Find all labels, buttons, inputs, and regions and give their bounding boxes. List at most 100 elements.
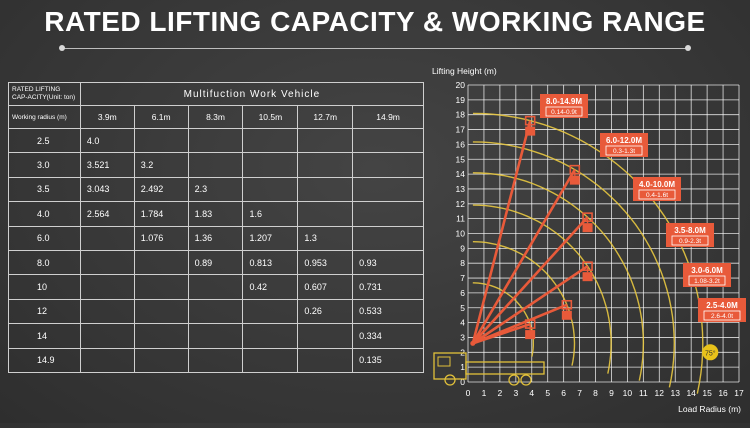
boom-capacity-label: 0.3-1.3t — [613, 148, 635, 155]
boom-length-header: 14.9m — [352, 105, 424, 129]
hook-block — [569, 175, 580, 185]
x-axis-label: Load Radius (m) — [678, 404, 741, 414]
boom-capacity-label: 0.4-1.6t — [646, 192, 668, 199]
boom-length-header: 3.9m — [79, 105, 135, 129]
boom-label: 8.0-14.9M 0.14-0.9t — [540, 94, 588, 118]
table-row: 8.0 0.89 0.813 0.953 0.93 — [8, 249, 424, 276]
boom-reach-label: 8.0-14.9M — [546, 97, 582, 106]
y-tick-label: 18 — [456, 110, 466, 120]
x-tick-label: 10 — [623, 388, 633, 398]
title-divider-dot-right — [685, 45, 691, 51]
capacity-cell — [297, 201, 354, 227]
boom-label: 6.0-12.0M 0.3-1.3t — [600, 133, 648, 157]
capacity-cell: 0.93 — [352, 249, 424, 276]
boom-pivot — [470, 340, 476, 346]
table-row: 6.0 1.076 1.36 1.207 1.3 — [8, 225, 424, 251]
y-tick-label: 15 — [456, 154, 466, 164]
capacity-cell — [133, 298, 189, 325]
y-tick-label: 13 — [456, 184, 466, 194]
x-tick-label: 12 — [655, 388, 665, 398]
capacity-cell — [79, 249, 135, 276]
capacity-cell — [133, 347, 189, 373]
capacity-cell: 2.564 — [79, 201, 135, 227]
boom-length-header: 8.3m — [187, 105, 244, 129]
capacity-cell — [79, 347, 135, 373]
capacity-cell — [187, 323, 244, 349]
boom-length-header: 6.1m — [133, 105, 189, 129]
truck-front-wheel — [444, 374, 456, 386]
hook-block — [525, 330, 536, 340]
capacity-table: RATED LIFTING CAP-ACITY(Unit: ton) Multi… — [8, 82, 425, 373]
boom-capacity-box — [638, 189, 676, 200]
capacity-cell — [187, 152, 244, 178]
y-tick-label: 17 — [456, 125, 466, 135]
working-radius-cell: 6.0 — [8, 225, 81, 251]
x-tick-label: 2 — [498, 388, 503, 398]
y-tick-label: 3 — [460, 332, 465, 342]
x-tick-label: 9 — [609, 388, 614, 398]
boom-tip-marker — [582, 261, 593, 271]
capacity-cell: 0.533 — [352, 298, 424, 325]
capacity-cell — [133, 249, 189, 276]
boom-tip-marker — [524, 319, 536, 329]
capacity-cell: 0.89 — [187, 249, 244, 276]
hook-block — [582, 223, 593, 233]
y-tick-label: 12 — [456, 199, 466, 209]
table-row: 4.0 2.564 1.784 1.83 1.6 — [8, 201, 424, 227]
capacity-cell — [79, 225, 135, 251]
angle-badge — [702, 344, 719, 361]
x-tick-label: 4 — [529, 388, 534, 398]
boom-tip-marker — [569, 164, 581, 175]
vehicle-header: Multifuction Work Vehicle — [79, 82, 425, 106]
capacity-cell — [352, 152, 424, 178]
x-tick-label: 1 — [482, 388, 487, 398]
table-row: 3.0 3.521 3.2 — [8, 152, 424, 178]
range-arc — [472, 141, 676, 388]
capacity-cell: 1.784 — [133, 201, 189, 227]
boom-reach-label: 6.0-12.0M — [606, 136, 642, 145]
capacity-cell — [133, 323, 189, 349]
boom-reach-label: 3.0-6.0M — [691, 266, 723, 275]
boom-capacity-label: 2.6-4.0t — [711, 313, 733, 320]
boom-line — [472, 322, 531, 345]
capacity-cell: 0.135 — [352, 347, 424, 373]
capacity-cell — [297, 152, 354, 178]
capacity-cell: 2.492 — [133, 176, 189, 203]
capacity-cell: 0.42 — [242, 274, 299, 300]
boom-tip-marker — [524, 115, 536, 126]
working-radius-cell: 14 — [8, 323, 81, 349]
capacity-cell: 2.3 — [187, 176, 244, 203]
capacity-cell — [79, 274, 135, 300]
capacity-cell — [187, 274, 244, 300]
boom-capacity-label: 1.08-3.2t — [694, 278, 720, 285]
capacity-cell — [242, 298, 299, 325]
capacity-cell — [297, 347, 354, 373]
y-tick-label: 2 — [460, 347, 465, 357]
capacity-cell — [187, 298, 244, 325]
working-radius-cell: 3.5 — [8, 176, 81, 203]
capacity-cell — [242, 176, 299, 203]
boom-tip-marker — [582, 212, 593, 222]
x-tick-label: 5 — [545, 388, 550, 398]
capacity-cell: 3.521 — [79, 152, 135, 178]
y-tick-label: 0 — [460, 377, 465, 387]
working-radius-cell: 4.0 — [8, 201, 81, 227]
boom-capacity-box — [671, 235, 709, 246]
capacity-cell: 3.043 — [79, 176, 135, 203]
boom-line — [472, 265, 589, 345]
boom-line — [471, 216, 589, 345]
x-tick-label: 0 — [466, 388, 471, 398]
capacity-cell: 1.36 — [187, 225, 244, 251]
boom-reach-label: 4.0-10.0M — [639, 180, 675, 189]
truck-rear-wheel — [520, 374, 532, 386]
boom-capacity-box — [605, 145, 643, 156]
x-tick-label: 11 — [639, 388, 648, 398]
y-tick-label: 16 — [456, 139, 466, 149]
x-tick-label: 17 — [734, 388, 744, 398]
x-tick-label: 14 — [686, 388, 696, 398]
boom-line — [471, 120, 532, 344]
capacity-cell — [187, 127, 244, 154]
y-tick-label: 19 — [456, 95, 466, 105]
boom-label: 4.0-10.0M 0.4-1.6t — [633, 177, 681, 201]
working-radius-cell: 10 — [8, 274, 81, 300]
